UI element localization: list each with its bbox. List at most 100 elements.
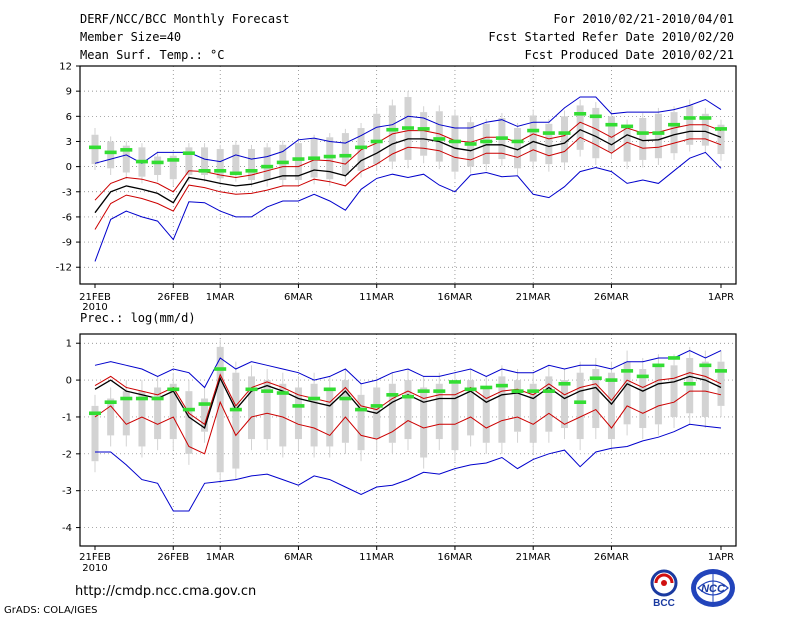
median-marker: [433, 137, 446, 141]
x-year-label: 2010: [82, 563, 107, 574]
ensemble-box: [138, 391, 146, 447]
x-tick-label: 26MAR: [594, 552, 629, 563]
median-marker: [574, 400, 587, 405]
ensemble-box: [388, 383, 396, 443]
ensemble-box: [561, 116, 568, 163]
y-tick-label: -2: [62, 449, 72, 460]
median-marker: [292, 404, 305, 408]
ensemble-box: [607, 116, 615, 152]
median-marker: [699, 363, 712, 368]
median-marker: [135, 396, 148, 401]
median-marker: [182, 407, 195, 412]
ensemble-box: [701, 113, 709, 146]
y-tick-label: 1: [66, 339, 72, 350]
ensemble-box: [576, 372, 584, 440]
median-marker: [527, 389, 540, 393]
x-tick-label: 1APR: [708, 292, 734, 303]
plot-frame: [79, 65, 737, 285]
x-year-label: 2010: [82, 302, 107, 313]
ncc-logo: NCC: [691, 569, 735, 607]
median-marker: [339, 153, 352, 158]
x-tick-label: 21FEB: [79, 552, 111, 563]
ensemble-box: [248, 376, 255, 440]
median-marker: [605, 122, 618, 127]
y-tick-label: -1: [62, 412, 72, 423]
ensemble-box: [717, 124, 725, 155]
median-marker: [511, 139, 524, 144]
ensemble-box: [545, 123, 553, 165]
median-marker: [589, 376, 602, 381]
median-marker: [355, 145, 368, 150]
ensemble-box: [654, 365, 662, 425]
ensemble-box: [451, 115, 459, 172]
ensemble-box: [623, 124, 631, 162]
median-marker: [104, 400, 117, 405]
ensemble-box: [670, 365, 678, 417]
ensemble-box: [91, 134, 99, 165]
median-marker: [699, 116, 712, 120]
median-marker: [715, 127, 727, 131]
median-marker: [151, 396, 164, 401]
y-tick-label: -3: [62, 187, 72, 198]
median-marker: [402, 126, 414, 130]
ensemble-box: [435, 383, 443, 440]
median-marker: [495, 136, 508, 140]
y-tick-label: -3: [62, 486, 72, 497]
min-line: [94, 151, 722, 262]
ensemble-box: [420, 112, 428, 156]
median-marker: [120, 396, 133, 401]
median-marker: [323, 387, 336, 392]
x-tick-label: 21FEB: [79, 292, 111, 303]
median-marker: [480, 139, 493, 144]
median-marker: [167, 158, 180, 162]
median-marker: [402, 394, 414, 399]
ensemble-box: [404, 380, 412, 440]
median-marker: [621, 369, 634, 373]
median-marker: [261, 164, 274, 169]
median-marker: [636, 131, 649, 135]
ensemble-box: [639, 369, 647, 429]
y-tick-label: 12: [59, 62, 72, 73]
lower-spread-line: [94, 136, 722, 230]
median-marker: [370, 139, 383, 144]
ensemble-box: [122, 145, 130, 173]
ncc-logo-label: NCC: [701, 583, 726, 595]
bcc-logo-label: BCC: [653, 598, 675, 608]
grads-credit: GrADS: COLA/IGES: [4, 605, 98, 616]
median-marker: [151, 160, 164, 165]
x-tick-label: 11MAR: [359, 552, 394, 563]
ensemble-box: [107, 398, 115, 436]
max-line: [94, 350, 722, 389]
ensemble-box: [357, 394, 365, 451]
forecast-period-label: For 2010/02/21-2010/04/01: [553, 12, 734, 26]
median-marker: [229, 171, 242, 176]
x-tick-label: 1MAR: [206, 292, 235, 303]
ensemble-box: [639, 117, 647, 160]
ensemble-box: [607, 372, 615, 440]
y-tick-label: -9: [62, 238, 72, 249]
ensemble-box: [154, 156, 162, 175]
ensemble-mean-line: [94, 375, 722, 430]
y-tick-label: -12: [56, 263, 72, 274]
median-marker: [683, 116, 696, 120]
median-marker: [276, 160, 289, 165]
ensemble-box: [529, 115, 537, 162]
median-marker: [558, 381, 571, 386]
ensemble-box: [326, 387, 334, 447]
median-marker: [589, 114, 602, 119]
fcst-started-label: Fcst Started Refer Date 2010/02/20: [488, 30, 734, 44]
ensemble-box: [107, 141, 115, 169]
y-tick-label: -6: [62, 212, 72, 223]
median-marker: [417, 127, 430, 131]
median-marker: [636, 374, 649, 379]
x-tick-label: 26MAR: [594, 292, 629, 303]
lower-spread-line: [94, 390, 722, 455]
median-marker: [292, 157, 305, 161]
median-marker: [339, 396, 352, 401]
ensemble-box: [294, 387, 302, 440]
ensemble-box: [373, 113, 381, 165]
upper-spread-line: [94, 372, 722, 426]
ensemble-box: [232, 144, 240, 175]
